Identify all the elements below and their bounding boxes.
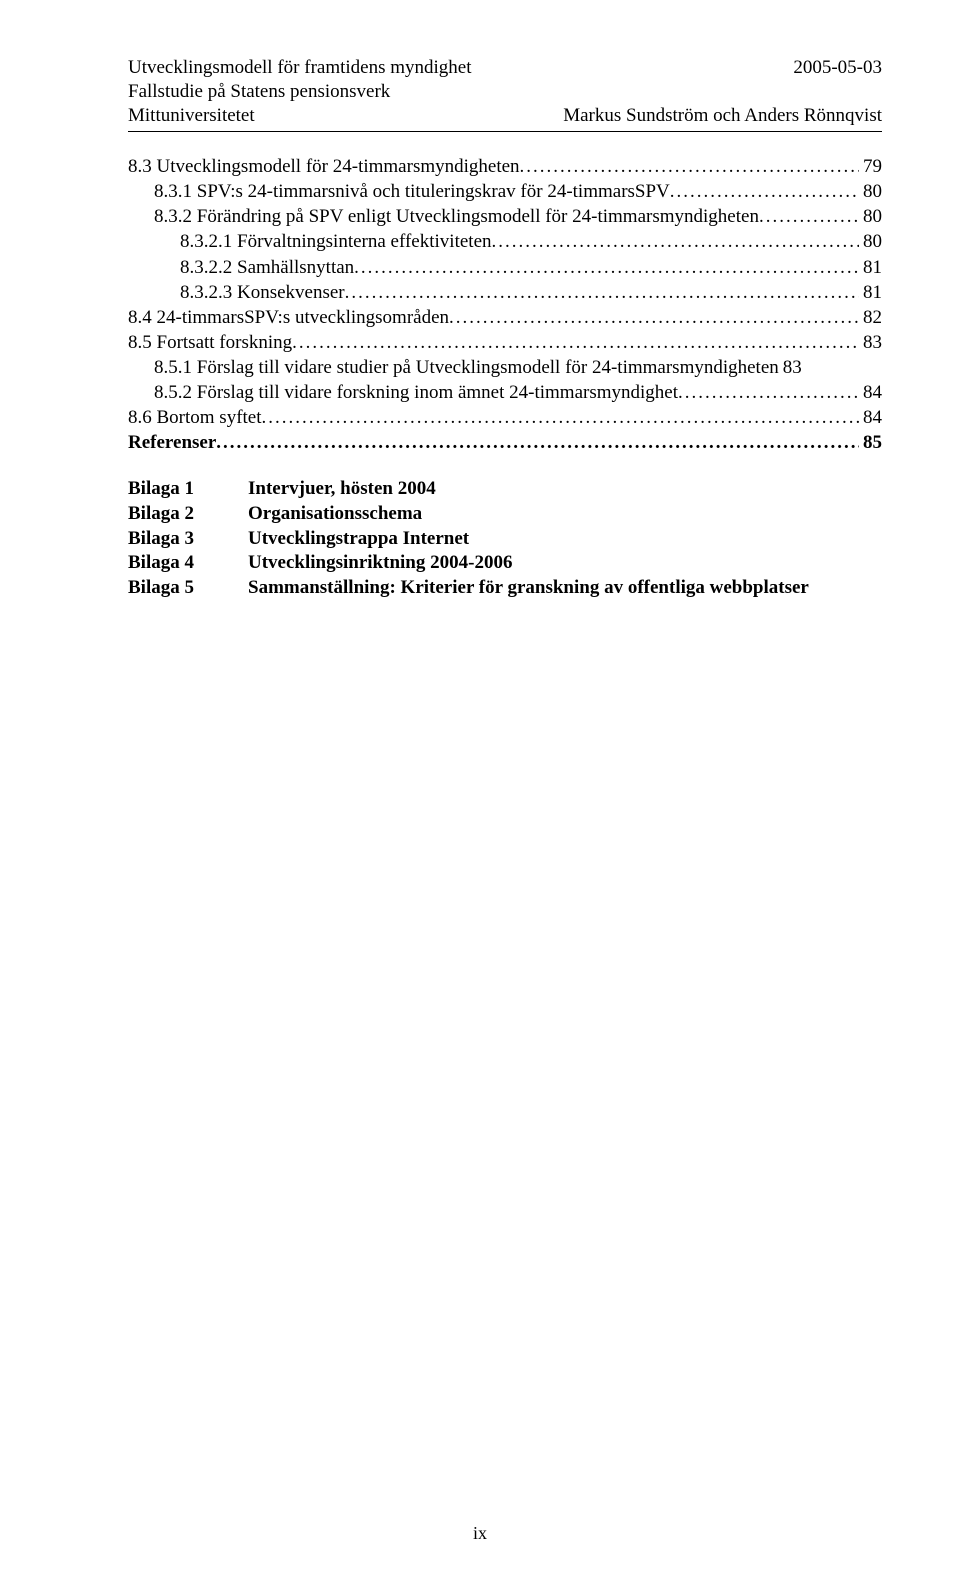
header-row-1: Utvecklingsmodell för framtidens myndigh… xyxy=(128,56,882,80)
toc-page-number: 83 xyxy=(779,355,802,380)
toc-leader-dots xyxy=(354,255,859,280)
toc-label: 8.3.1 SPV:s 24-timmarsnivå och titulerin… xyxy=(154,179,670,204)
header-title-left-2: Fallstudie på Statens pensionsverk xyxy=(128,80,390,104)
appendix-row: Bilaga 2Organisationsschema xyxy=(128,502,882,527)
appendix-row: Bilaga 3Utvecklingstrappa Internet xyxy=(128,527,882,552)
toc-label: 8.6 Bortom syftet xyxy=(128,405,262,430)
header-title-left-3: Mittuniversitetet xyxy=(128,104,255,128)
toc-row: 8.5.1 Förslag till vidare studier på Utv… xyxy=(128,355,882,380)
toc-leader-dots xyxy=(262,405,859,430)
table-of-contents: 8.3 Utvecklingsmodell för 24-timmarsmynd… xyxy=(128,154,882,455)
page-container: Utvecklingsmodell för framtidens myndigh… xyxy=(0,0,960,1588)
toc-row: 8.3 Utvecklingsmodell för 24-timmarsmynd… xyxy=(128,154,882,179)
toc-leader-dots xyxy=(492,229,860,254)
header-authors: Markus Sundström och Anders Rönnqvist xyxy=(563,104,882,128)
toc-page-number: 81 xyxy=(859,280,882,305)
toc-label: 8.3.2 Förändring på SPV enligt Utvecklin… xyxy=(154,204,759,229)
toc-leader-dots xyxy=(345,280,859,305)
appendix-row: Bilaga 4Utvecklingsinriktning 2004-2006 xyxy=(128,551,882,576)
toc-label: 8.5.1 Förslag till vidare studier på Utv… xyxy=(154,355,779,380)
toc-row: 8.3.2.3 Konsekvenser 81 xyxy=(128,280,882,305)
toc-leader-dots xyxy=(449,305,859,330)
toc-row: 8.5.2 Förslag till vidare forskning inom… xyxy=(128,380,882,405)
toc-page-number: 79 xyxy=(859,154,882,179)
toc-page-number: 84 xyxy=(859,405,882,430)
appendix-text: Sammanställning: Kriterier för gransknin… xyxy=(248,576,882,601)
header-date: 2005-05-03 xyxy=(793,56,882,80)
appendix-label: Bilaga 1 xyxy=(128,477,248,502)
toc-page-number: 80 xyxy=(859,229,882,254)
toc-row: 8.3.2.2 Samhällsnyttan 81 xyxy=(128,255,882,280)
toc-label: 8.5 Fortsatt forskning xyxy=(128,330,292,355)
toc-leader-dots xyxy=(670,179,859,204)
appendix-row: Bilaga 1Intervjuer, hösten 2004 xyxy=(128,477,882,502)
appendix-row: Bilaga 5Sammanställning: Kriterier för g… xyxy=(128,576,882,601)
toc-row: 8.3.2 Förändring på SPV enligt Utvecklin… xyxy=(128,204,882,229)
appendix-label: Bilaga 5 xyxy=(128,576,248,601)
toc-page-number: 80 xyxy=(859,204,882,229)
header-rule xyxy=(128,131,882,132)
toc-row: Referenser 85 xyxy=(128,430,882,455)
page-number: ix xyxy=(473,1523,487,1543)
toc-label: 8.3.2.3 Konsekvenser xyxy=(180,280,345,305)
toc-page-number: 82 xyxy=(859,305,882,330)
appendix-label: Bilaga 2 xyxy=(128,502,248,527)
toc-label: 8.5.2 Förslag till vidare forskning inom… xyxy=(154,380,678,405)
appendix-text: Intervjuer, hösten 2004 xyxy=(248,477,882,502)
appendix-label: Bilaga 4 xyxy=(128,551,248,576)
appendix-text: Utvecklingstrappa Internet xyxy=(248,527,882,552)
header-row-3: Mittuniversitetet Markus Sundström och A… xyxy=(128,104,882,128)
toc-leader-dots xyxy=(678,380,859,405)
header-title-left-1: Utvecklingsmodell för framtidens myndigh… xyxy=(128,56,472,80)
toc-label: 8.3.2.2 Samhällsnyttan xyxy=(180,255,354,280)
toc-page-number: 85 xyxy=(859,430,882,455)
page-header: Utvecklingsmodell för framtidens myndigh… xyxy=(128,56,882,127)
toc-leader-dots xyxy=(216,430,859,455)
toc-label: Referenser xyxy=(128,430,216,455)
toc-row: 8.3.1 SPV:s 24-timmarsnivå och titulerin… xyxy=(128,179,882,204)
header-row-2: Fallstudie på Statens pensionsverk xyxy=(128,80,882,104)
toc-row: 8.6 Bortom syftet 84 xyxy=(128,405,882,430)
page-footer: ix xyxy=(0,1523,960,1544)
appendix-text: Organisationsschema xyxy=(248,502,882,527)
toc-page-number: 81 xyxy=(859,255,882,280)
appendix-text: Utvecklingsinriktning 2004-2006 xyxy=(248,551,882,576)
appendix-label: Bilaga 3 xyxy=(128,527,248,552)
toc-row: 8.3.2.1 Förvaltningsinterna effektivitet… xyxy=(128,229,882,254)
toc-page-number: 84 xyxy=(859,380,882,405)
toc-leader-dots xyxy=(759,204,859,229)
toc-row: 8.5 Fortsatt forskning 83 xyxy=(128,330,882,355)
toc-page-number: 80 xyxy=(859,179,882,204)
toc-label: 8.3.2.1 Förvaltningsinterna effektivitet… xyxy=(180,229,492,254)
toc-leader-dots xyxy=(520,154,859,179)
toc-label: 8.3 Utvecklingsmodell för 24-timmarsmynd… xyxy=(128,154,520,179)
appendix-list: Bilaga 1Intervjuer, hösten 2004Bilaga 2O… xyxy=(128,477,882,600)
toc-page-number: 83 xyxy=(859,330,882,355)
toc-row: 8.4 24-timmarsSPV:s utvecklingsområden 82 xyxy=(128,305,882,330)
toc-label: 8.4 24-timmarsSPV:s utvecklingsområden xyxy=(128,305,449,330)
toc-leader-dots xyxy=(292,330,859,355)
